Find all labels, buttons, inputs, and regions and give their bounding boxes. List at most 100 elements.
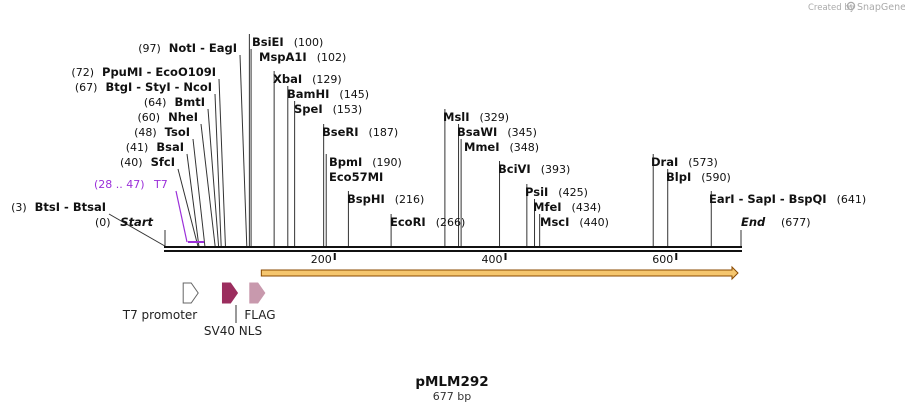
tick-label: 600 — [652, 253, 673, 266]
site-name: MmeI — [464, 140, 500, 154]
site-line — [207, 108, 220, 248]
site-bpmi[interactable]: BpmI (190) — [329, 155, 402, 169]
site-name: SfcI — [151, 155, 175, 169]
site-tsoi[interactable]: TsoI (48) — [134, 125, 190, 139]
site-position: (64) — [144, 96, 167, 109]
orf-arrow-shape — [260, 265, 739, 281]
feature-arrow — [221, 282, 239, 304]
site-xbai[interactable]: XbaI (129) — [273, 72, 342, 86]
site-position: (393) — [541, 163, 571, 176]
start-label: Start — [120, 215, 153, 229]
site-name: BseRI — [322, 125, 359, 139]
site-blpi[interactable]: BlpI (590) — [666, 170, 731, 184]
tick-mark — [333, 253, 336, 260]
site-position: (145) — [339, 88, 369, 101]
site-drai[interactable]: DraI (573) — [651, 155, 718, 169]
site-labels: BtsI - BtsaI (3) SfcI (40) BsaI (41) TsoI (48) N… — [11, 35, 866, 243]
site-mspa1i[interactable]: MspA1I (102) — [259, 50, 346, 64]
primer-t7[interactable]: (28 .. 47) T7 — [94, 178, 205, 243]
tick-label: 400 — [482, 253, 503, 266]
site-position: (216) — [395, 193, 425, 206]
site-ppumi-ecoo109i[interactable]: PpuMI - EcoO109I (72) — [71, 65, 216, 79]
site-eari-sapi-bspqi[interactable]: EarI - SapI - BspQI (641) — [709, 192, 866, 206]
plasmid-name: pMLM292 — [415, 374, 488, 390]
site-noti-eagi[interactable]: NotI - EagI (97) — [138, 41, 237, 55]
site-msli[interactable]: MslI (329) — [443, 110, 509, 124]
dna-backbone — [164, 246, 742, 252]
site-name: PpuMI - EcoO109I — [102, 65, 216, 79]
site-line — [177, 168, 199, 248]
site-bseri[interactable]: BseRI (187) — [322, 125, 398, 139]
orf-arrow[interactable] — [260, 265, 739, 281]
site-eco57mi[interactable]: Eco57MI — [329, 170, 383, 184]
site-bcivi[interactable]: BciVI (393) — [498, 162, 570, 176]
primer-range: (28 .. 47) — [94, 178, 145, 191]
site-line — [186, 153, 200, 248]
site-name: BspHI — [347, 192, 385, 206]
site-position: (348) — [510, 141, 540, 154]
site-line — [200, 123, 216, 248]
site-name: SpeI — [294, 102, 323, 116]
site-name: NotI - EagI — [169, 41, 237, 55]
site-position: (266) — [436, 216, 466, 229]
end-marker: End (677) — [741, 215, 811, 229]
end-position: (677) — [781, 216, 811, 229]
site-position: (129) — [312, 73, 342, 86]
site-mmei[interactable]: MmeI (348) — [464, 140, 539, 154]
site-line — [214, 93, 222, 248]
site-bsiei[interactable]: BsiEI (100) — [252, 35, 323, 49]
primer-leader — [175, 190, 188, 243]
site-position: (440) — [579, 216, 609, 229]
site-btsi-btsai[interactable]: BtsI - BtsaI (3) — [11, 200, 106, 214]
primer-name: T7 — [153, 178, 168, 191]
site-bsphi[interactable]: BspHI (216) — [347, 192, 424, 206]
site-name: Eco57MI — [329, 170, 383, 184]
feature-sv40-nls[interactable]: SV40 NLS — [204, 282, 262, 338]
site-mfei[interactable]: MfeI (434) — [533, 200, 601, 214]
site-position: (590) — [701, 171, 731, 184]
tick-mark — [675, 253, 678, 260]
site-position: (425) — [558, 186, 588, 199]
site-position: (41) — [126, 141, 149, 154]
site-btgi-styi-ncoi[interactable]: BtgI - StyI - NcoI (67) — [75, 80, 212, 94]
site-name: TsoI — [165, 125, 190, 139]
site-bmti[interactable]: BmtI (64) — [144, 95, 205, 109]
snapgene-brand: SnapGene — [857, 2, 905, 13]
site-sfci[interactable]: SfcI (40) — [120, 155, 175, 169]
site-bsawi[interactable]: BsaWI (345) — [457, 125, 537, 139]
site-position: (190) — [372, 156, 402, 169]
site-name: MfeI — [533, 200, 562, 214]
feature-track: T7 promoter SV40 NLS FLAG — [122, 282, 276, 338]
feature-label: FLAG — [244, 308, 275, 322]
site-bamhi[interactable]: BamHI (145) — [287, 87, 369, 101]
site-position: (48) — [134, 126, 157, 139]
site-name: BlpI — [666, 170, 691, 184]
site-name: BsaI — [156, 140, 184, 154]
site-position: (67) — [75, 81, 98, 94]
site-position: (3) — [11, 201, 27, 214]
site-name: MspA1I — [259, 50, 307, 64]
end-label: End — [741, 215, 766, 229]
ruler: 200 400 600 — [311, 253, 678, 266]
site-line — [108, 213, 167, 248]
site-name: BtgI - StyI - NcoI — [105, 80, 212, 94]
site-position: (573) — [688, 156, 718, 169]
site-name: BsiEI — [252, 35, 284, 49]
site-name: BamHI — [287, 87, 329, 101]
site-name: BpmI — [329, 155, 362, 169]
site-lines — [108, 34, 742, 248]
site-msci[interactable]: MscI (440) — [540, 215, 609, 229]
site-position: (40) — [120, 156, 143, 169]
site-nhei[interactable]: NheI (60) — [138, 110, 198, 124]
feature-t7-promoter[interactable]: T7 promoter — [122, 282, 199, 322]
site-line — [192, 138, 206, 248]
site-position: (434) — [572, 201, 602, 214]
site-spei[interactable]: SpeI (153) — [294, 102, 362, 116]
feature-flag[interactable]: FLAG — [244, 282, 276, 322]
site-position: (97) — [138, 42, 161, 55]
site-psii[interactable]: PsiI (425) — [525, 185, 588, 199]
site-name: BsaWI — [457, 125, 497, 139]
site-ecori[interactable]: EcoRI (266) — [390, 215, 465, 229]
site-bsai[interactable]: BsaI (41) — [126, 140, 184, 154]
